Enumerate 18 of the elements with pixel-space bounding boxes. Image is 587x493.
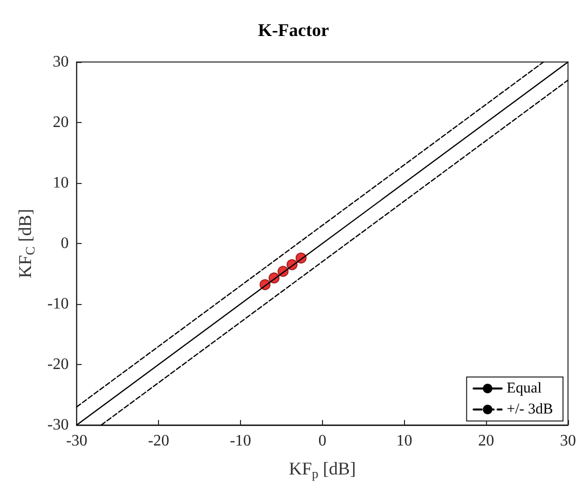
x-tick-label: -30 — [66, 432, 88, 450]
x-tick-label: 10 — [396, 432, 412, 450]
legend-label: +/- 3dB — [506, 402, 554, 418]
x-tick-label: -10 — [230, 432, 252, 450]
x-tick-label: -20 — [148, 432, 170, 450]
y-tick-label: 0 — [60, 235, 69, 252]
y-tick-label: -30 — [47, 416, 69, 434]
y-tick-label: 10 — [52, 174, 69, 192]
x-tick-label: 20 — [478, 432, 494, 450]
x-tick-label: 0 — [318, 432, 326, 450]
legend-label: Equal — [506, 380, 542, 396]
y-axis-title: KFC [dB] — [15, 208, 38, 278]
chart-title: K-Factor — [258, 20, 329, 40]
y-tick-label: 20 — [52, 114, 69, 131]
y-tick-label: 30 — [52, 54, 69, 70]
x-tick-label: 30 — [560, 432, 576, 450]
y-tick-label: -10 — [47, 296, 69, 312]
y-tick-label: -20 — [47, 356, 69, 373]
